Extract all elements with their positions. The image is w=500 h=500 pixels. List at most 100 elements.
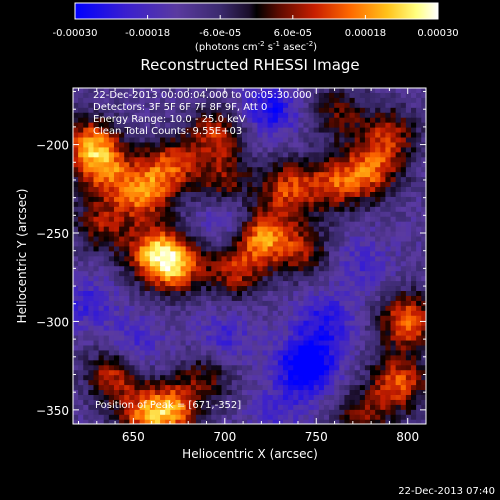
heatmap-pixel: [323, 300, 330, 307]
heatmap-pixel: [416, 246, 422, 252]
heatmap-pixel: [185, 404, 192, 411]
heatmap-pixel: [170, 92, 176, 99]
heatmap-pixel: [416, 216, 422, 223]
heatmap-pixel: [375, 365, 381, 371]
heatmap-pixel: [364, 340, 371, 346]
heatmap-pixel: [221, 315, 228, 322]
heatmap-pixel: [88, 404, 94, 411]
heatmap-pixel: [334, 221, 340, 228]
heatmap-pixel: [190, 320, 197, 327]
heatmap-pixel: [313, 102, 320, 109]
heatmap-pixel: [170, 271, 176, 277]
heatmap-pixel: [139, 187, 146, 193]
heatmap-pixel: [339, 320, 345, 327]
heatmap-pixel: [257, 409, 263, 416]
heatmap-pixel: [323, 167, 330, 173]
heatmap-pixel: [165, 320, 171, 327]
heatmap-pixel: [134, 162, 141, 168]
heatmap-pixel: [180, 147, 187, 153]
heatmap-pixel: [108, 335, 115, 342]
heatmap-pixel: [359, 310, 366, 317]
heatmap-pixel: [421, 191, 426, 198]
heatmap-pixel: [195, 172, 202, 178]
heatmap-pixel: [221, 251, 228, 257]
heatmap-pixel: [405, 291, 412, 297]
heatmap-pixel: [390, 102, 397, 109]
heatmap-pixel: [293, 286, 299, 292]
heatmap-pixel: [329, 211, 335, 218]
heatmap-pixel: [83, 172, 89, 178]
heatmap-pixel: [282, 107, 289, 114]
heatmap-pixel: [165, 187, 171, 193]
heatmap-pixel: [180, 88, 187, 94]
heatmap-pixel: [323, 97, 330, 104]
heatmap-pixel: [165, 291, 171, 297]
heatmap-pixel: [113, 404, 120, 411]
heatmap-pixel: [93, 117, 100, 124]
heatmap-pixel: [78, 92, 84, 99]
heatmap-pixel: [405, 211, 412, 218]
colorbar-tick-label: -6.0e-05: [199, 28, 241, 39]
heatmap-pixel: [175, 147, 182, 153]
heatmap-pixel: [236, 286, 243, 292]
heatmap-pixel: [359, 399, 366, 406]
heatmap-pixel: [73, 211, 79, 218]
heatmap-pixel: [180, 335, 187, 342]
heatmap-pixel: [93, 370, 100, 376]
heatmap-pixel: [339, 365, 345, 371]
heatmap-pixel: [323, 315, 330, 322]
heatmap-pixel: [364, 122, 371, 129]
heatmap-pixel: [313, 201, 320, 208]
heatmap-pixel: [375, 414, 381, 421]
heatmap-pixel: [93, 409, 100, 416]
heatmap-pixel: [359, 157, 366, 163]
heatmap-pixel: [405, 236, 412, 242]
heatmap-pixel: [139, 365, 146, 371]
heatmap-pixel: [267, 335, 274, 342]
heatmap-pixel: [390, 330, 397, 337]
heatmap-pixel: [344, 360, 351, 366]
heatmap-pixel: [185, 246, 192, 252]
heatmap-pixel: [421, 310, 426, 317]
heatmap-pixel: [421, 380, 426, 386]
heatmap-pixel: [175, 266, 182, 272]
heatmap-pixel: [201, 380, 207, 386]
heatmap-pixel: [211, 315, 217, 322]
heatmap-pixel: [385, 241, 392, 247]
heatmap-pixel: [154, 201, 161, 208]
heatmap-pixel: [226, 206, 233, 213]
heatmap-pixel: [180, 256, 187, 262]
heatmap-pixel: [113, 256, 120, 262]
heatmap-pixel: [349, 271, 356, 277]
heatmap-pixel: [364, 251, 371, 257]
heatmap-pixel: [119, 394, 125, 401]
heatmap-pixel: [288, 414, 294, 421]
heatmap-pixel: [370, 414, 376, 421]
heatmap-pixel: [221, 300, 228, 307]
heatmap-pixel: [78, 360, 84, 366]
heatmap-pixel: [267, 107, 274, 114]
heatmap-pixel: [395, 231, 402, 238]
heatmap-pixel: [242, 97, 248, 104]
heatmap-pixel: [236, 390, 243, 396]
heatmap-pixel: [334, 177, 340, 183]
heatmap-pixel: [354, 271, 361, 277]
heatmap-pixel: [334, 216, 340, 223]
heatmap-pixel: [395, 251, 402, 257]
heatmap-pixel: [139, 211, 146, 218]
heatmap-pixel: [236, 112, 243, 119]
heatmap-pixel: [370, 404, 376, 411]
heatmap-pixel: [124, 276, 130, 282]
heatmap-pixel: [98, 291, 105, 297]
heatmap-pixel: [170, 157, 176, 163]
heatmap-pixel: [411, 102, 417, 109]
heatmap-pixel: [88, 152, 94, 158]
heatmap-pixel: [144, 216, 151, 223]
heatmap-pixel: [221, 330, 228, 337]
heatmap-pixel: [405, 305, 412, 312]
heatmap-pixel: [385, 157, 392, 163]
heatmap-pixel: [318, 325, 325, 332]
heatmap-pixel: [375, 261, 381, 267]
heatmap-pixel: [288, 142, 294, 148]
heatmap-pixel: [329, 340, 335, 346]
